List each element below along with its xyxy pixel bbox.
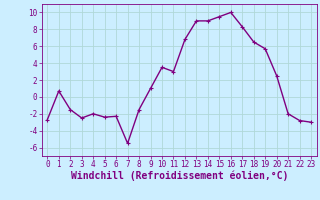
X-axis label: Windchill (Refroidissement éolien,°C): Windchill (Refroidissement éolien,°C) (70, 171, 288, 181)
